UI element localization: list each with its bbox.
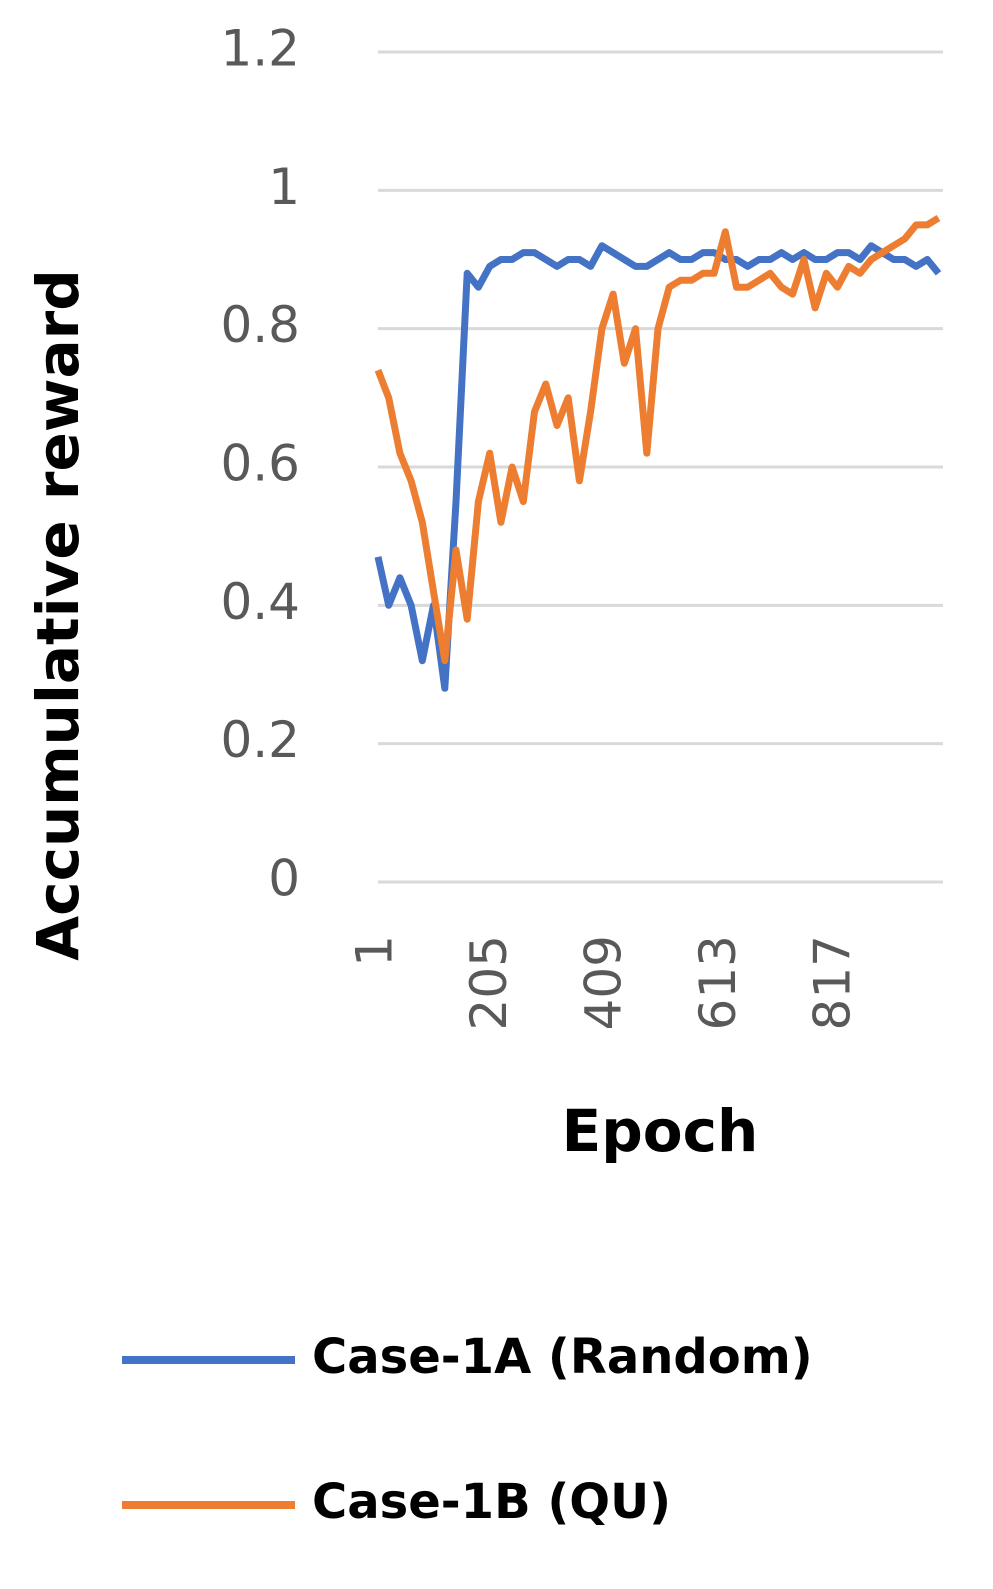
- legend-label: Case-1A (Random): [312, 1329, 813, 1385]
- x-tick-label: 205: [460, 935, 518, 1030]
- y-tick-label: 0.4: [220, 573, 300, 631]
- x-tick-label: 409: [574, 935, 632, 1030]
- x-tick-label: 817: [803, 935, 861, 1030]
- data-line: [374, 215, 941, 665]
- x-tick-label: 1: [346, 935, 404, 967]
- data-line: [374, 242, 942, 692]
- y-tick-label: 0.8: [220, 296, 300, 354]
- x-tick-label: 613: [689, 935, 747, 1030]
- y-axis-title: Accumulative reward: [24, 269, 92, 960]
- y-tick-label: 1.2: [220, 20, 300, 78]
- x-axis-title: Epoch: [562, 1097, 759, 1165]
- legend-label: Case-1B (QU): [312, 1474, 671, 1530]
- y-tick-label: 1: [268, 158, 300, 216]
- y-tick-label: 0.2: [220, 711, 300, 769]
- y-tick-label: 0: [268, 850, 300, 908]
- y-tick-label: 0.6: [220, 435, 300, 493]
